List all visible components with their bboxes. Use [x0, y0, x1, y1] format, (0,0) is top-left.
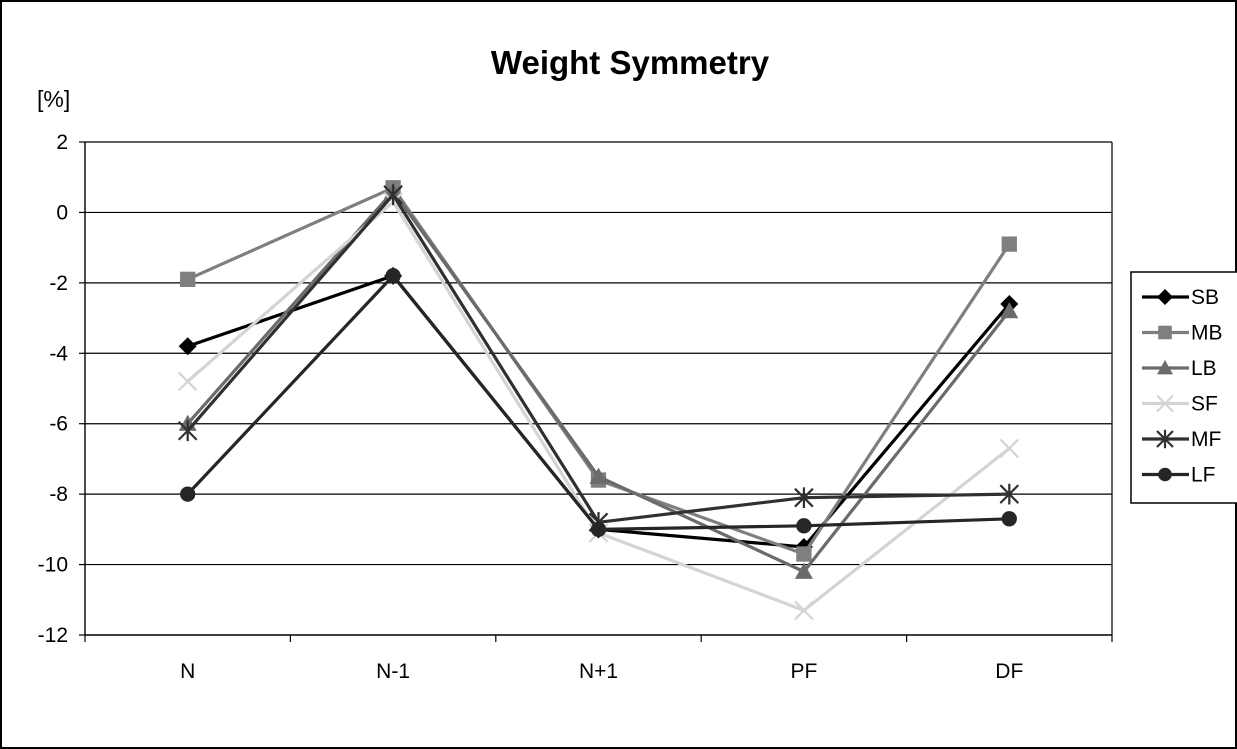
data-point-lb [794, 562, 813, 579]
data-point-mf [383, 184, 403, 206]
x-tick-label: N+1 [579, 660, 618, 683]
y-axis-unit-label: [%] [37, 86, 70, 112]
legend-marker [1158, 325, 1172, 340]
legend-marker [1158, 467, 1172, 482]
data-point-mb [1001, 236, 1017, 252]
y-tick-label: -4 [49, 342, 68, 365]
data-point-mf [794, 487, 814, 509]
legend-label: MB [1191, 322, 1223, 345]
x-tick-label: N [180, 660, 195, 683]
legend-label: LF [1191, 464, 1216, 487]
plot-area: 2 0 -2 -4 -6 -8 -10 -12 N N-1 N+1 PF DF [38, 131, 1113, 683]
data-point-sf [177, 371, 198, 392]
marker-stroke [1156, 394, 1174, 413]
legend-item-mb: MB [1142, 322, 1223, 345]
data-point-mf [999, 483, 1020, 505]
legend-marker [1157, 289, 1173, 305]
y-tick-label: -6 [49, 413, 68, 436]
legend-marker [1156, 394, 1174, 413]
data-point-mb [796, 546, 812, 562]
x-tick-label: N-1 [376, 660, 410, 683]
data-point-sf [794, 600, 814, 621]
legend-label: SF [1191, 393, 1218, 416]
data-point-lb [1000, 302, 1019, 319]
data-point-lf [796, 518, 812, 534]
y-tick-label: -2 [49, 272, 68, 295]
chart-title: Weight Symmetry [491, 44, 770, 81]
marker-stroke [177, 371, 198, 392]
legend-marker [1157, 360, 1173, 375]
series-lf [180, 268, 1017, 538]
data-point-sf [999, 438, 1020, 459]
data-point-mf [177, 420, 198, 442]
y-tick-label: -10 [38, 554, 68, 577]
data-point-lb [589, 467, 608, 484]
legend-label: MF [1191, 428, 1221, 451]
data-point-lf [385, 268, 401, 284]
legend: SB MB LB SF MF LF [1130, 271, 1237, 504]
y-tick-label: 2 [56, 131, 68, 154]
legend-item-mf: MF [1142, 428, 1221, 451]
marker-stroke [999, 438, 1020, 459]
legend-item-sb: SB [1142, 286, 1219, 309]
y-tick-label: -8 [49, 483, 68, 506]
legend-label: LB [1191, 357, 1217, 380]
marker-stroke [794, 600, 814, 621]
legend-item-lf: LF [1142, 464, 1216, 487]
legend-box [1130, 271, 1237, 504]
legend-item-sf: SF [1142, 393, 1218, 416]
legend-label: SB [1191, 286, 1219, 309]
data-point-lf [180, 486, 196, 502]
x-tick-label: DF [995, 660, 1023, 683]
legend-marker [1156, 429, 1174, 449]
data-point-mb [180, 271, 196, 287]
y-tick-label: -12 [38, 624, 68, 647]
legend-item-lb: LB [1142, 357, 1217, 380]
y-tick-label: 0 [56, 201, 68, 224]
x-tick-label: PF [790, 660, 817, 683]
data-point-sb [178, 337, 197, 356]
data-point-lf [1001, 511, 1017, 527]
data-point-lf [590, 521, 607, 538]
